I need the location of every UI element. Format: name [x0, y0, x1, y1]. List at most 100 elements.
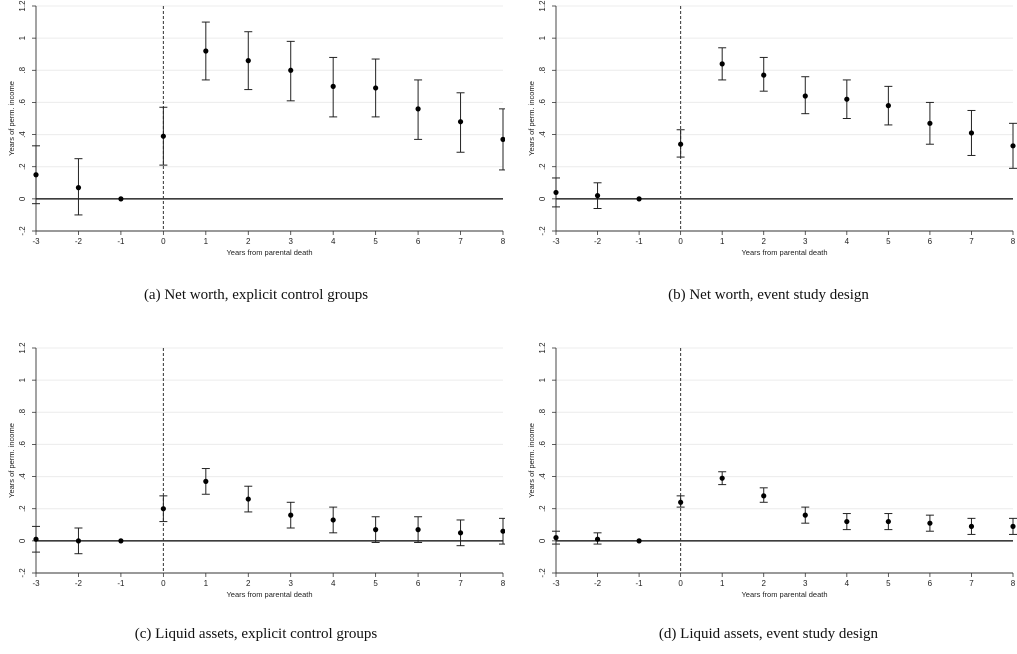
x-tick-label: 8: [501, 237, 505, 246]
data-point: [203, 478, 209, 484]
x-tick-label: 5: [373, 237, 378, 246]
x-tick-label: 8: [1011, 237, 1016, 246]
x-tick-label: 0: [161, 579, 166, 588]
x-tick-label: 3: [289, 579, 294, 588]
y-tick-label: 1.2: [538, 0, 547, 12]
data-point: [288, 512, 294, 518]
y-tick-label: -.2: [18, 568, 27, 578]
x-tick-label: 7: [458, 579, 463, 588]
y-tick-label: .2: [18, 505, 27, 512]
data-point: [636, 196, 642, 202]
caption-a: (a) Net worth, explicit control groups: [143, 287, 369, 303]
y-tick-label: 1.2: [18, 342, 27, 354]
x-tick-label: 2: [762, 237, 767, 246]
y-tick-label: 0: [18, 538, 27, 543]
data-point: [885, 518, 891, 525]
y-tick-label: .8: [538, 66, 547, 73]
y-tick-label: .4: [538, 473, 547, 480]
data-point: [802, 512, 808, 518]
x-tick-label: 2: [246, 237, 251, 246]
y-tick-label: .2: [538, 163, 547, 170]
x-tick-label: 3: [289, 237, 294, 246]
x-tick-label: -3: [32, 579, 40, 588]
y-tick-label: 0: [18, 196, 27, 201]
y-tick-label: -.2: [18, 226, 27, 236]
x-tick-label: 5: [886, 237, 891, 246]
data-point: [33, 172, 39, 178]
data-point: [75, 185, 82, 191]
x-tick-label: -3: [32, 237, 40, 246]
data-point: [968, 523, 975, 529]
x-tick-label: 4: [331, 579, 336, 588]
data-point: [245, 58, 251, 64]
data-point: [457, 119, 464, 125]
y-axis-title: Years of perm. income: [7, 81, 16, 156]
x-tick-label: 5: [373, 579, 378, 588]
x-tick-label: 0: [161, 237, 166, 246]
data-point: [927, 120, 933, 126]
plot-area: [556, 348, 1013, 573]
x-axis-title: Years from parental death: [226, 590, 312, 599]
x-axis-title: Years from parental death: [741, 248, 827, 257]
data-point: [802, 93, 808, 99]
y-tick-label: 1: [18, 35, 27, 40]
x-tick-label: 2: [762, 579, 767, 588]
plot-area: [36, 6, 503, 231]
x-tick-label: 1: [204, 579, 209, 588]
y-tick-label: 1: [18, 377, 27, 382]
x-tick-label: 1: [204, 237, 209, 246]
x-tick-label: 8: [501, 579, 505, 588]
data-point: [719, 475, 725, 481]
y-tick-label: .8: [538, 408, 547, 415]
data-point: [203, 48, 209, 54]
y-tick-label: 1: [538, 377, 547, 382]
y-tick-label: 0: [538, 538, 547, 543]
data-point: [415, 106, 421, 112]
x-tick-label: -2: [75, 237, 83, 246]
data-point: [678, 499, 684, 505]
data-point: [885, 103, 891, 109]
data-point: [160, 506, 166, 512]
data-point: [160, 133, 166, 139]
data-point: [415, 527, 421, 533]
data-point: [927, 520, 933, 526]
caption-d: (d) Liquid assets, event study design: [658, 626, 879, 642]
x-axis-title: Years from parental death: [226, 248, 312, 257]
y-axis-title: Years of perm. income: [7, 423, 16, 498]
x-tick-label: -1: [117, 237, 125, 246]
y-tick-label: .6: [18, 441, 27, 448]
x-tick-label: 4: [845, 237, 850, 246]
data-point: [75, 538, 82, 544]
x-tick-label: 7: [458, 237, 463, 246]
chart-panel-d: -.2 0 .2 .4 .6 .8 1 1.2 -3 -2 -1 0 1 2 3 4 5 6 7 8 Years fro…: [527, 342, 1017, 599]
x-tick-label: 6: [416, 237, 421, 246]
y-tick-label: -.2: [538, 226, 547, 236]
y-tick-label: .6: [18, 99, 27, 106]
y-tick-label: .6: [538, 99, 547, 106]
chart-panel-c: -.2 0 .2 .4 .6 .8 1 1.2 -3 -2 -1 0 1 2 3 4 5 6 7 8 Years fro…: [7, 342, 505, 599]
x-axis-title: Years from parental death: [741, 590, 827, 599]
data-point: [844, 96, 850, 102]
x-tick-label: -1: [636, 237, 644, 246]
data-point: [373, 527, 379, 533]
data-point: [594, 536, 601, 542]
data-point: [288, 67, 294, 73]
y-tick-label: .4: [18, 473, 27, 480]
x-tick-label: 3: [803, 579, 808, 588]
y-axis-title: Years of perm. income: [527, 81, 536, 156]
x-tick-label: 6: [416, 579, 421, 588]
data-point: [968, 130, 975, 136]
x-tick-label: 1: [720, 237, 725, 246]
y-tick-label: .6: [538, 441, 547, 448]
x-tick-label: 8: [1011, 579, 1016, 588]
y-tick-label: 1.2: [18, 0, 27, 12]
data-point: [457, 530, 464, 536]
x-tick-label: 4: [845, 579, 850, 588]
y-tick-label: .8: [18, 408, 27, 415]
x-tick-label: -3: [552, 237, 560, 246]
data-point: [719, 61, 725, 67]
data-point: [553, 535, 559, 541]
data-point: [1010, 523, 1016, 529]
data-point: [245, 496, 251, 502]
data-point: [500, 528, 505, 534]
